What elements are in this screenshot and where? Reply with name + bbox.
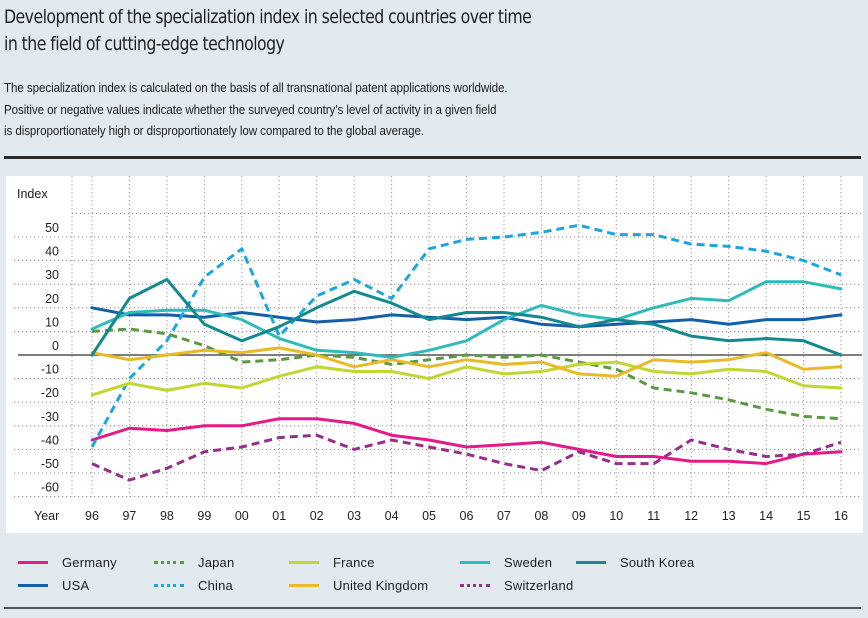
legend-swatch [289, 583, 319, 587]
legend-item-japan: Japan [154, 552, 234, 572]
x-tick-label: 15 [797, 509, 811, 523]
x-tick-label: 14 [759, 509, 773, 523]
series-line-usa [90, 306, 843, 329]
legend-swatch [460, 560, 490, 564]
description-line-3: is disproportionately high or disproport… [4, 124, 424, 138]
y-tick-label: 50 [45, 221, 59, 235]
legend-item-germany: Germany [18, 552, 117, 572]
title-line-2: in the field of cutting-edge technology [4, 33, 285, 55]
y-tick-label: 0 [52, 339, 59, 353]
legend-label: Sweden [504, 554, 553, 570]
x-tick-label: 11 [647, 509, 660, 523]
legend-item-sweden: Sweden [460, 552, 552, 572]
legend-swatch [289, 560, 319, 564]
x-tick-label: 16 [834, 509, 848, 523]
series-line-china [90, 223, 842, 448]
x-tick-label: 05 [422, 509, 436, 523]
chart-title: Development of the specialization index … [4, 4, 740, 58]
legend-label: USA [62, 577, 90, 593]
x-tick-label: 96 [85, 509, 99, 523]
line-chart: 50 40 30 20 10 0 -10 -20 -30 -40 -50 -60 Index Year 96… [14, 176, 862, 523]
y-tick-label: -20 [41, 386, 59, 400]
x-tick-label: 13 [722, 509, 736, 523]
x-tick-label: 07 [497, 509, 511, 523]
legend-item-usa: USA [18, 575, 89, 595]
legend-swatch [576, 560, 606, 564]
legend-label: United Kingdom [333, 577, 429, 593]
series-line-switzerland [91, 433, 842, 482]
y-tick-label: 40 [45, 245, 59, 259]
top-divider [4, 156, 861, 159]
legend: Germany Japan France Sweden South Korea USA Ch… [0, 550, 868, 600]
series-line-japan [91, 327, 842, 421]
x-tick-label: 04 [385, 509, 399, 523]
x-tick-label: 12 [684, 509, 698, 523]
legend-item-france: France [289, 552, 375, 572]
series-line-united-kingdom [90, 346, 843, 378]
y-axis-label: Index [17, 187, 48, 201]
legend-label: South Korea [620, 554, 695, 570]
series-line-south-korea [90, 278, 843, 357]
x-tick-label: 08 [534, 509, 548, 523]
legend-item-switzerland: Switzerland [460, 575, 573, 595]
legend-swatch [18, 560, 48, 564]
description-line-2: Positive or negative values indicate whe… [4, 102, 497, 117]
x-axis-label: Year [34, 509, 59, 523]
x-tick-label: 10 [609, 509, 623, 523]
y-tick-label: -60 [41, 481, 59, 495]
x-tick-label: 97 [122, 509, 136, 523]
x-tick-label: 03 [347, 509, 361, 523]
legend-item-south-korea: South Korea [576, 552, 694, 572]
y-tick-label: 10 [45, 315, 59, 329]
legend-swatch [154, 560, 184, 564]
x-tick-label: 09 [572, 509, 586, 523]
legend-label: Switzerland [504, 577, 574, 593]
legend-swatch [18, 583, 48, 587]
description-line-1: The specialization index is calculated o… [4, 81, 508, 95]
legend-label: France [333, 554, 375, 570]
x-tick-label: 06 [460, 509, 474, 523]
legend-label: China [198, 577, 233, 593]
bottom-divider [4, 607, 861, 609]
y-tick-label: -40 [41, 433, 59, 447]
series-line-germany [90, 417, 843, 466]
chart-description: The specialization index is calculated o… [4, 78, 508, 143]
legend-swatch [460, 583, 490, 587]
title-line-1: Development of the specialization index … [4, 6, 532, 28]
y-tick-label: -10 [41, 363, 59, 377]
y-tick-label: 20 [45, 292, 59, 306]
y-tick-label: -50 [41, 457, 59, 471]
x-tick-label: 02 [310, 509, 324, 523]
series-line-france [90, 360, 843, 397]
legend-label: Japan [198, 554, 235, 570]
legend-label: Germany [62, 554, 117, 570]
x-tick-label: 98 [160, 509, 174, 523]
y-tick-label: 30 [45, 268, 59, 282]
x-tick-label: 99 [197, 509, 211, 523]
legend-swatch [154, 583, 184, 587]
legend-item-united-kingdom: United Kingdom [289, 575, 428, 595]
series-line-sweden [90, 280, 843, 359]
y-tick-label: -30 [41, 410, 59, 424]
x-tick-label: 00 [235, 509, 249, 523]
x-tick-label: 01 [272, 509, 286, 523]
legend-item-china: China [154, 575, 233, 595]
